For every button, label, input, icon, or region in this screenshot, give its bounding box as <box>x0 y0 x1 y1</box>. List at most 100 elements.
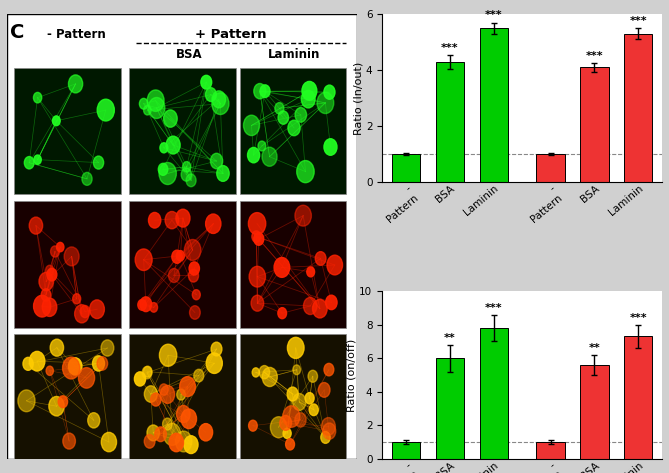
Circle shape <box>63 357 80 379</box>
Text: ***: *** <box>630 16 647 26</box>
Circle shape <box>163 110 177 127</box>
Circle shape <box>287 387 298 401</box>
Circle shape <box>295 107 306 122</box>
Circle shape <box>327 255 343 275</box>
Circle shape <box>295 413 306 427</box>
Circle shape <box>42 298 57 316</box>
Circle shape <box>165 211 179 229</box>
Circle shape <box>34 155 41 164</box>
Circle shape <box>51 246 60 257</box>
Circle shape <box>212 91 225 108</box>
Circle shape <box>75 305 89 323</box>
Circle shape <box>258 141 266 151</box>
Circle shape <box>58 396 68 408</box>
Circle shape <box>39 272 54 290</box>
Circle shape <box>73 294 81 304</box>
Circle shape <box>278 307 286 319</box>
Bar <box>392 442 420 459</box>
Circle shape <box>94 156 104 169</box>
Circle shape <box>97 357 108 370</box>
Circle shape <box>80 306 90 318</box>
Circle shape <box>180 377 195 396</box>
Circle shape <box>280 415 292 430</box>
Circle shape <box>138 299 147 310</box>
Circle shape <box>140 297 152 312</box>
Circle shape <box>33 92 41 103</box>
Circle shape <box>160 143 168 153</box>
Circle shape <box>199 424 213 441</box>
Circle shape <box>18 390 35 412</box>
Circle shape <box>150 303 158 312</box>
Circle shape <box>52 116 60 126</box>
FancyBboxPatch shape <box>13 68 120 194</box>
Circle shape <box>260 85 270 97</box>
Circle shape <box>172 250 182 263</box>
Circle shape <box>194 369 204 382</box>
Text: ***: *** <box>585 51 603 61</box>
Circle shape <box>135 249 152 271</box>
Circle shape <box>29 217 43 234</box>
Circle shape <box>249 420 258 431</box>
Circle shape <box>211 153 223 169</box>
Circle shape <box>169 433 183 452</box>
Circle shape <box>192 289 200 300</box>
Circle shape <box>323 423 336 439</box>
Circle shape <box>169 269 179 282</box>
Text: **: ** <box>589 343 600 353</box>
Circle shape <box>144 105 151 115</box>
Circle shape <box>274 257 290 277</box>
Circle shape <box>175 431 192 452</box>
Circle shape <box>181 409 197 429</box>
Circle shape <box>63 433 76 449</box>
FancyBboxPatch shape <box>13 201 120 328</box>
Circle shape <box>288 120 300 136</box>
Circle shape <box>259 366 270 379</box>
Text: + Pattern: + Pattern <box>195 27 266 41</box>
Circle shape <box>177 389 185 400</box>
Circle shape <box>90 300 104 319</box>
Circle shape <box>49 396 64 416</box>
Text: Laminin: Laminin <box>268 48 320 61</box>
Circle shape <box>101 432 116 452</box>
Circle shape <box>176 209 190 227</box>
Circle shape <box>283 428 291 438</box>
Text: ***: *** <box>485 10 502 20</box>
Circle shape <box>288 337 304 359</box>
Circle shape <box>155 427 167 442</box>
Circle shape <box>56 242 64 252</box>
Circle shape <box>161 385 175 403</box>
Circle shape <box>24 157 34 169</box>
Circle shape <box>147 90 164 112</box>
Circle shape <box>297 160 314 183</box>
Circle shape <box>50 339 64 356</box>
Circle shape <box>217 166 229 181</box>
Circle shape <box>304 298 317 315</box>
Circle shape <box>186 174 196 187</box>
Circle shape <box>159 163 177 184</box>
FancyBboxPatch shape <box>129 201 236 328</box>
Circle shape <box>68 358 82 375</box>
Circle shape <box>159 384 169 395</box>
Circle shape <box>307 267 314 277</box>
Circle shape <box>29 351 45 371</box>
Circle shape <box>23 357 33 370</box>
Circle shape <box>252 231 261 242</box>
Circle shape <box>201 75 211 89</box>
Circle shape <box>68 75 83 93</box>
Text: - Pattern: - Pattern <box>47 27 106 41</box>
Circle shape <box>278 111 288 124</box>
Text: BSA: BSA <box>175 48 202 61</box>
Circle shape <box>151 393 161 406</box>
Circle shape <box>41 289 51 301</box>
Circle shape <box>189 306 200 319</box>
Circle shape <box>145 386 157 402</box>
Circle shape <box>324 363 334 376</box>
Circle shape <box>321 431 330 443</box>
Circle shape <box>251 295 264 311</box>
Circle shape <box>88 413 100 428</box>
Circle shape <box>33 295 51 317</box>
Circle shape <box>318 383 330 397</box>
Bar <box>436 358 464 459</box>
Circle shape <box>295 205 311 226</box>
Circle shape <box>283 406 300 427</box>
